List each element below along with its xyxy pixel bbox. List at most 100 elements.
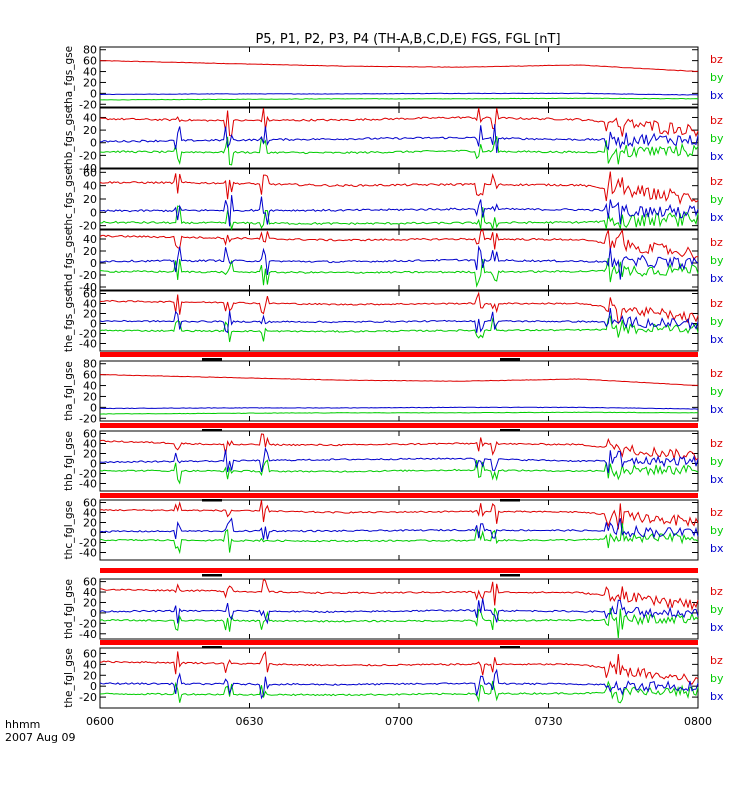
y-tick-label: -20	[79, 98, 97, 111]
y-tick-label: -20	[79, 412, 97, 425]
y-tick-label: 40	[83, 380, 97, 393]
legend-bx: bx	[710, 333, 724, 346]
y-tick-label: 40	[83, 507, 97, 520]
series-line-bz	[99, 60, 699, 72]
y-tick-label: 40	[83, 233, 97, 246]
series-line-bx	[99, 195, 699, 227]
legend-bx: bx	[710, 690, 724, 703]
legend-by: by	[710, 315, 724, 328]
legend-bz: bz	[710, 367, 723, 380]
quality-flag-mark	[202, 646, 222, 649]
y-tick-label: 0	[90, 527, 97, 540]
quality-flag-mark	[500, 358, 520, 361]
y-tick-label: -40	[79, 338, 97, 351]
legend-bz: bz	[710, 437, 723, 450]
quality-flag-mark	[202, 429, 222, 432]
y-tick-label: 20	[83, 193, 97, 206]
series-line-bz	[99, 500, 699, 530]
quality-flag-bar	[100, 640, 698, 645]
panel-ylabel: tha_fgs_gse	[63, 46, 75, 108]
quality-flag-mark	[202, 358, 222, 361]
series-line-by	[99, 607, 699, 639]
quality-flag-bar	[100, 423, 698, 428]
legend-bz: bz	[710, 585, 723, 598]
legend-bz: bz	[710, 53, 723, 66]
y-tick-label: 20	[83, 124, 97, 137]
y-tick-label: 60	[83, 369, 97, 382]
series-lines	[99, 60, 699, 704]
legend-bx: bx	[710, 473, 724, 486]
series-line-by	[99, 315, 699, 343]
y-tick-label: 60	[83, 647, 97, 660]
y-tick-label: 0	[90, 607, 97, 620]
figure-title: P5, P1, P2, P3, P4 (TH-A,B,C,D,E) FGS, F…	[255, 32, 560, 47]
y-tick-label: -20	[79, 691, 97, 704]
legend-bz: bz	[710, 297, 723, 310]
y-tick-label: -20	[79, 468, 97, 481]
quality-flag-mark	[500, 646, 520, 649]
legend-bz: bz	[710, 175, 723, 188]
series-line-bz	[99, 578, 699, 612]
y-tick-label: -20	[79, 269, 97, 282]
series-line-bz	[99, 107, 699, 138]
y-tick-label: 20	[83, 76, 97, 89]
y-tick-label: 40	[83, 298, 97, 311]
y-tick-label: -40	[79, 478, 97, 491]
quality-flag-bar	[100, 493, 698, 498]
y-tick-label: 0	[90, 206, 97, 219]
series-line-by	[99, 205, 699, 231]
x-tick-label: 0800	[684, 715, 712, 728]
y-tick-label: 40	[83, 66, 97, 79]
series-line-bz	[99, 291, 699, 325]
series-line-bx	[99, 308, 699, 334]
y-tick-label: 20	[83, 669, 97, 682]
data-quality-flags	[100, 352, 698, 649]
legend-bx: bx	[710, 403, 724, 416]
y-tick-label: 60	[83, 55, 97, 68]
series-line-by	[99, 459, 699, 485]
legend-bx: bx	[710, 542, 724, 555]
y-tick-label: 40	[83, 111, 97, 124]
legend-bx: bx	[710, 621, 724, 634]
y-tick-label: 80	[83, 358, 97, 371]
quality-flag-mark	[202, 499, 222, 502]
y-tick-label: -20	[79, 149, 97, 162]
series-line-by	[99, 411, 699, 415]
panel-ylabel: thd_fgs_gse	[63, 229, 75, 291]
legend-bx: bx	[710, 211, 724, 224]
series-line-by	[99, 680, 699, 704]
date-label: 2007 Aug 09	[5, 731, 75, 744]
panel-ylabel: the_fgl_gse	[63, 648, 75, 708]
panel-ylabel: thd_fgl_gse	[63, 579, 75, 639]
y-tick-label: 0	[90, 458, 97, 471]
panel-ylabel: thc_fgl_gse	[63, 501, 75, 560]
panel-ylabel: tha_fgl_gse	[63, 361, 75, 421]
legend-by: by	[710, 672, 724, 685]
y-tick-label: 20	[83, 448, 97, 461]
y-tick-label: -40	[79, 281, 97, 294]
legend-by: by	[710, 193, 724, 206]
legend-by: by	[710, 385, 724, 398]
y-tick-label: 40	[83, 180, 97, 193]
y-tick-label: 80	[83, 44, 97, 57]
legend-bz: bz	[710, 236, 723, 249]
time-axis-label: hhmm	[5, 718, 40, 731]
series-line-by	[99, 97, 699, 101]
y-tick-label: 40	[83, 658, 97, 671]
legend-by: by	[710, 455, 724, 468]
series-line-by	[99, 136, 699, 166]
series-line-bx	[100, 406, 699, 410]
y-tick-label: -20	[79, 328, 97, 341]
panel-ylabel: thb_fgs_gse	[63, 107, 75, 169]
series-line-bz	[99, 171, 699, 205]
quality-flag-mark	[500, 574, 520, 577]
quality-flag-bar	[100, 352, 698, 357]
y-tick-label: 40	[83, 438, 97, 451]
legend-bz: bz	[710, 114, 723, 127]
y-tick-label: 60	[83, 428, 97, 441]
series-line-bx	[99, 446, 699, 474]
series-line-by	[99, 258, 699, 288]
y-tick-label: 20	[83, 517, 97, 530]
series-line-bx	[100, 92, 699, 96]
